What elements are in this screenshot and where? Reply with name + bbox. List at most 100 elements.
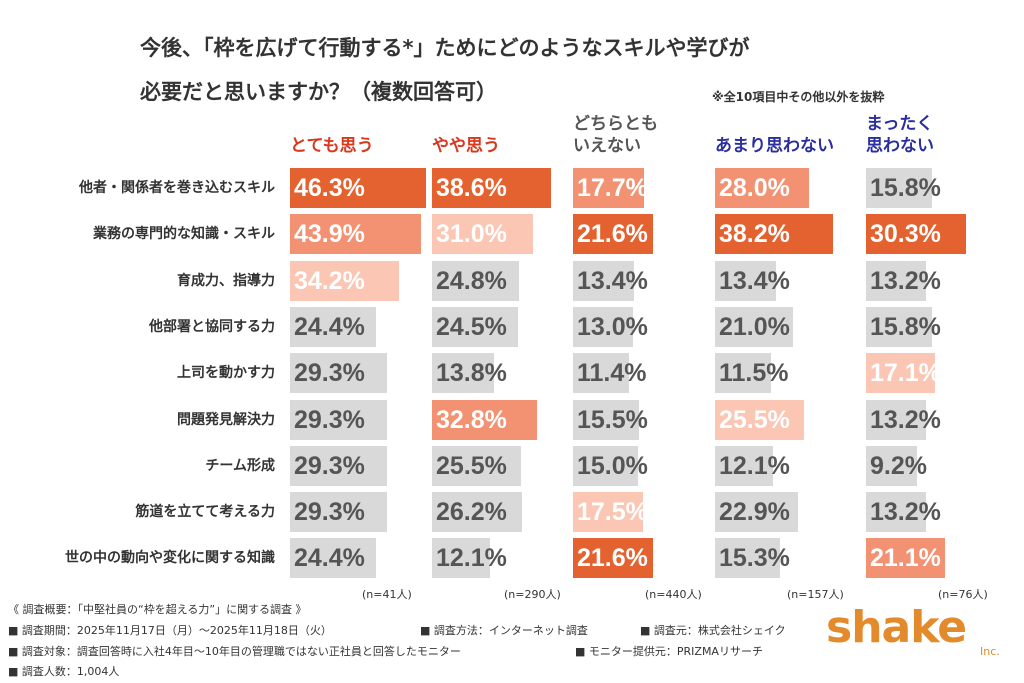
title-line: 今後、「枠を広げて行動する*」ためにどのようなスキルや学びが — [140, 36, 750, 60]
logo-suffix: Inc. — [980, 645, 1000, 658]
bar — [432, 445, 521, 486]
column-header: まったく 思わない — [866, 114, 934, 156]
bar — [432, 353, 494, 394]
value-label: 17.5% — [577, 498, 648, 527]
logo: shake — [826, 602, 967, 653]
value-label: 24.4% — [294, 312, 365, 341]
value-label: 21.1% — [870, 544, 941, 573]
bar — [866, 353, 936, 394]
bar — [573, 445, 638, 486]
bar — [715, 168, 810, 208]
row-label: 育成力、指導力 — [177, 272, 275, 289]
value-label: 43.9% — [294, 220, 365, 249]
value-label: 17.7% — [577, 174, 648, 202]
value-label: 29.3% — [294, 451, 365, 480]
n-label: (n=440人) — [645, 588, 702, 601]
value-label: 13.0% — [577, 312, 648, 341]
survey-heading: 《 調査概要：「中堅社員の“枠を超える力”」に関する調査 》 — [8, 603, 307, 616]
bar — [290, 260, 399, 301]
value-label: 9.2% — [870, 451, 927, 480]
bar — [573, 492, 644, 533]
column-header: とても思う — [290, 136, 374, 156]
value-label: 31.0% — [436, 220, 507, 249]
column-header: やや思う — [432, 136, 500, 156]
value-label: 24.4% — [294, 544, 365, 573]
n-label: (n=41人) — [362, 588, 412, 601]
n-label: (n=76人) — [938, 588, 988, 601]
bar — [866, 492, 927, 533]
column-header: あまり思わない — [715, 136, 834, 156]
bar — [432, 168, 551, 208]
survey-item: ■ 調査方法：インターネット調査 — [420, 624, 588, 637]
survey-item: ■ 調査期間：2025年11月17日（月）〜2025年11月18日（火） — [8, 624, 332, 637]
value-label: 15.8% — [870, 174, 941, 202]
value-label: 11.5% — [719, 359, 789, 388]
value-label: 17.1% — [870, 359, 941, 388]
value-label: 25.5% — [436, 451, 507, 480]
bar — [573, 399, 639, 440]
bar — [432, 399, 538, 440]
title-line: 必要だと思いますか？（複数回答可） — [140, 80, 497, 104]
value-label: 21.6% — [577, 220, 648, 249]
bar — [866, 214, 966, 255]
bar — [432, 492, 523, 533]
bar — [290, 492, 388, 533]
value-label: 24.8% — [436, 266, 507, 295]
value-label: 25.5% — [719, 405, 790, 434]
row-label: 業務の専門的な知識・スキル — [93, 226, 275, 243]
bar — [432, 306, 519, 347]
value-label: 29.3% — [294, 498, 365, 527]
row-label: 上司を動かす力 — [177, 365, 275, 382]
n-label: (n=290人) — [504, 588, 561, 601]
value-label: 28.0% — [719, 174, 790, 202]
bar — [715, 353, 772, 394]
bar — [290, 353, 388, 394]
bar — [866, 260, 927, 301]
survey-item: ■ 調査元：株式会社シェイク — [640, 624, 786, 637]
bar — [573, 353, 630, 394]
bar — [715, 214, 833, 255]
value-label: 46.3% — [294, 174, 365, 202]
bar — [290, 445, 388, 486]
row-label: 問題発見解決力 — [177, 411, 275, 428]
bar — [866, 168, 933, 208]
bar — [290, 399, 388, 440]
value-label: 26.2% — [436, 498, 507, 527]
value-label: 21.6% — [577, 544, 648, 573]
bar — [715, 260, 776, 301]
survey-item: ■ モニター提供元：PRIZMAリサーチ — [575, 644, 763, 658]
value-label: 13.2% — [870, 405, 941, 434]
bar — [290, 168, 427, 208]
value-label: 22.9% — [719, 498, 790, 527]
value-label: 15.3% — [719, 544, 790, 573]
bar — [715, 492, 798, 533]
row-label: 他部署と協同する力 — [149, 318, 275, 335]
n-label: (n=157人) — [787, 588, 844, 601]
value-label: 29.3% — [294, 359, 365, 388]
value-label: 38.2% — [719, 220, 790, 249]
value-label: 13.2% — [870, 498, 941, 527]
value-label: 15.8% — [870, 312, 941, 341]
survey-item: ■ 調査人数：1,004人 — [8, 665, 120, 678]
bar — [573, 168, 644, 208]
value-label: 15.5% — [577, 405, 648, 434]
bar — [573, 538, 653, 579]
value-label: 11.4% — [577, 359, 647, 388]
value-label: 29.3% — [294, 405, 365, 434]
bar — [866, 538, 945, 579]
bar — [290, 306, 377, 347]
bar — [432, 214, 534, 255]
value-label: 12.1% — [436, 544, 507, 573]
row-label: 他者・関係者を巻き込むスキル — [79, 180, 275, 196]
value-label: 30.3% — [870, 220, 941, 249]
bar — [866, 399, 927, 440]
value-label: 15.0% — [577, 451, 648, 480]
value-label: 13.4% — [719, 266, 790, 295]
bar — [432, 538, 490, 579]
note: ※全10項目中その他以外を抜粋 — [712, 90, 885, 104]
value-label: 12.1% — [719, 451, 790, 480]
bar — [715, 445, 773, 486]
row-label: 筋道を立てて考える力 — [135, 504, 275, 521]
value-label: 24.5% — [436, 312, 507, 341]
